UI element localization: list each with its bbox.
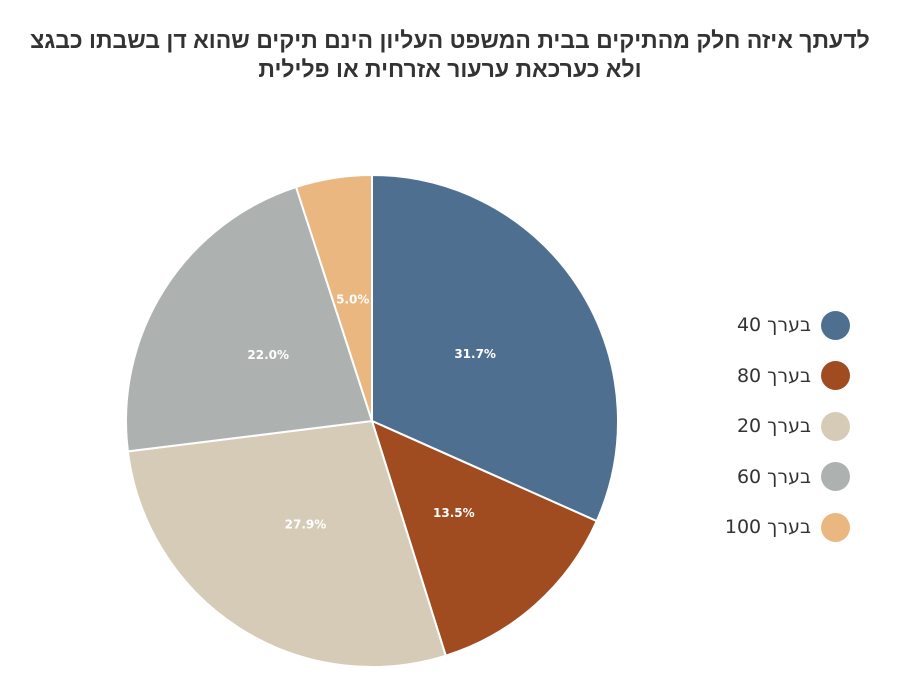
pie-slice: [294, 173, 373, 422]
legend-label: בערך 80: [736, 364, 811, 387]
legend-swatch: [821, 310, 850, 340]
legend-swatch: [821, 361, 850, 391]
data-label: 27.9%: [285, 517, 327, 531]
legend-swatch: [821, 512, 850, 542]
legend-item[interactable]: בערך 20: [700, 401, 850, 452]
legend-swatch: [821, 411, 850, 441]
legend-label: בערך 20: [736, 415, 811, 438]
legend: בערך 40 בערך 80 בערך 20 בערך 60 בערך 100: [700, 300, 850, 553]
legend-item[interactable]: בערך 40: [700, 300, 850, 351]
data-label: 22.0%: [247, 348, 289, 362]
pie-slice: [125, 185, 374, 453]
pie-slice: [371, 173, 620, 523]
legend-item[interactable]: בערך 80: [700, 351, 850, 402]
data-label: 13.5%: [433, 506, 475, 520]
chart-title: לדעתך איזה חלק מהתיקים בבית המשפט העליון…: [20, 26, 880, 84]
legend-swatch: [821, 462, 850, 492]
chart-title-line-2: ולא כערכאת ערעור אזרחית או פלילית: [258, 56, 642, 82]
legend-item[interactable]: בערך 60: [700, 452, 850, 503]
data-label: 5.0%: [336, 293, 369, 307]
legend-label: בערך 100: [724, 516, 811, 539]
pie-slice: [126, 419, 447, 668]
legend-label: בערך 60: [736, 465, 811, 488]
data-label: 31.7%: [454, 347, 496, 361]
chart-title-line-1: לדעתך איזה חלק מהתיקים בבית המשפט העליון…: [30, 27, 870, 53]
legend-item[interactable]: בערך 100: [700, 502, 850, 553]
legend-label: בערך 40: [736, 314, 811, 337]
